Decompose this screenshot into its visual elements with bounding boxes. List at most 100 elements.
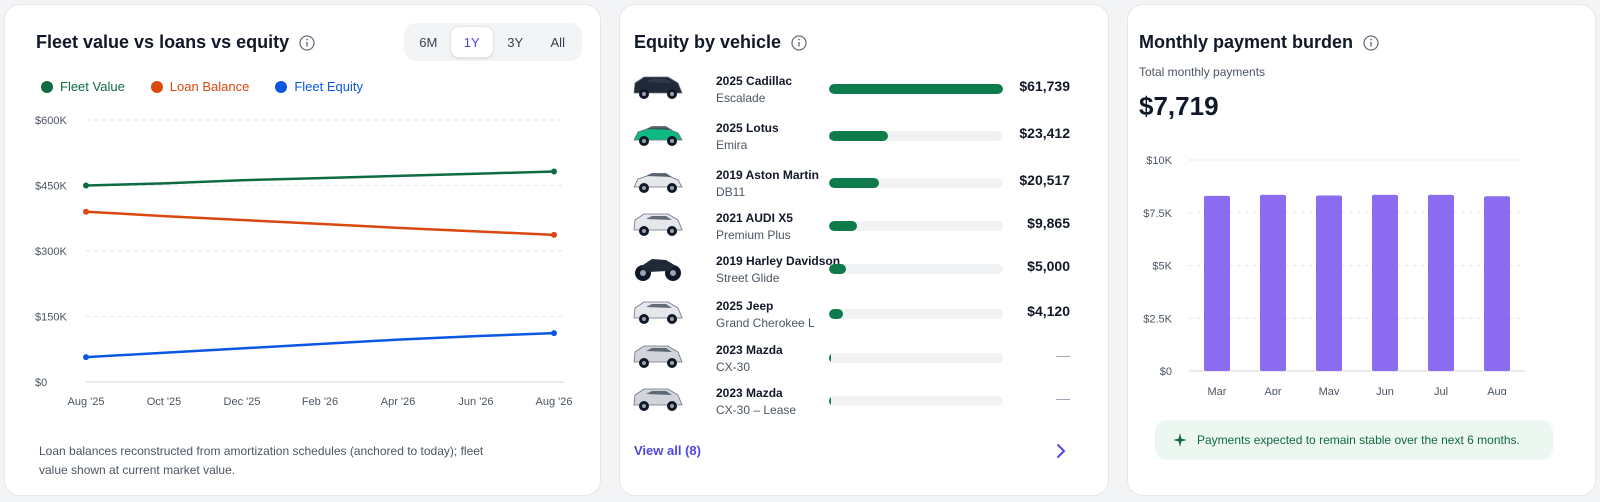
equity-bar-fill bbox=[829, 264, 847, 274]
legend-fleet-equity[interactable]: Fleet Equity bbox=[275, 79, 363, 94]
equity-value: $20,517 bbox=[1019, 172, 1070, 188]
payment-bar[interactable] bbox=[1316, 195, 1342, 371]
vehicle-trim: CX-30 bbox=[716, 360, 751, 374]
chevron-right-icon[interactable] bbox=[1054, 443, 1068, 459]
payment-bar[interactable] bbox=[1428, 194, 1454, 371]
chart-footnote: Loan balances reconstructed from amortiz… bbox=[39, 444, 484, 477]
equity-card-title: Equity by vehicle bbox=[634, 32, 782, 52]
equity-value: — bbox=[1056, 347, 1070, 363]
legend-dot-loan-balance bbox=[150, 80, 163, 93]
x-tick-label: Jul bbox=[1434, 386, 1448, 395]
info-icon[interactable] bbox=[1363, 34, 1379, 51]
payment-bar[interactable] bbox=[1484, 196, 1510, 371]
view-all-link[interactable]: View all (8) bbox=[634, 443, 701, 458]
equity-value: $5,000 bbox=[1027, 258, 1070, 274]
fleet-equity-point[interactable] bbox=[83, 354, 89, 361]
legend-dot-fleet-equity bbox=[275, 80, 288, 93]
range-all-button[interactable]: All bbox=[550, 34, 565, 50]
insight-banner: Payments expected to remain stable over … bbox=[1155, 420, 1553, 460]
vehicle-row[interactable]: 2021 AUDI X5 Premium Plus $9,865 bbox=[632, 208, 1082, 252]
loan-balance-point[interactable] bbox=[551, 231, 557, 238]
payment-bar[interactable] bbox=[1372, 194, 1398, 371]
vehicle-trim: Premium Plus bbox=[716, 228, 791, 242]
x-tick-label: Aug '26 bbox=[536, 396, 573, 408]
equity-bar-fill bbox=[829, 353, 831, 363]
vehicle-trim: Emira bbox=[716, 138, 748, 152]
equity-bar-track bbox=[829, 178, 1003, 188]
payment-card-title: Monthly payment burden bbox=[1139, 32, 1354, 52]
equity-value: $4,120 bbox=[1027, 303, 1070, 319]
equity-bar-track bbox=[829, 396, 1003, 406]
range-3y-button[interactable]: 3Y bbox=[507, 34, 524, 50]
vehicle-name: 2023 Mazda bbox=[716, 343, 783, 357]
crossover-silver-icon bbox=[633, 345, 683, 368]
equity-bar-track bbox=[829, 264, 1003, 274]
y-tick-label: $0 bbox=[35, 377, 47, 389]
vehicle-row[interactable]: 2019 Harley Davidson Street Glide $5,000 bbox=[632, 251, 1082, 295]
fleet-card-title-row: Fleet value vs loans vs equity bbox=[36, 32, 315, 53]
x-tick-label: Aug bbox=[1487, 386, 1507, 395]
fleet-card-title: Fleet value vs loans vs equity bbox=[36, 32, 290, 52]
y-tick-label: $150K bbox=[35, 312, 67, 324]
sportscar-green-icon bbox=[633, 126, 683, 146]
x-tick-label: May bbox=[1319, 386, 1340, 395]
vehicle-row[interactable]: 2019 Aston Martin DB11 $20,517 bbox=[632, 165, 1082, 209]
fleet-equity-line bbox=[85, 331, 555, 359]
fleet-equity-point[interactable] bbox=[551, 330, 557, 337]
fleet-value-line bbox=[85, 170, 555, 187]
suv-white-icon bbox=[633, 301, 683, 324]
vehicle-trim: DB11 bbox=[716, 185, 746, 199]
vehicle-name: 2023 Mazda bbox=[716, 386, 783, 400]
chart-legend: Fleet Value Loan Balance Fleet Equity bbox=[41, 79, 363, 94]
loan-balance-line bbox=[85, 210, 555, 237]
x-tick-label: Jun '26 bbox=[458, 396, 493, 408]
vehicle-row[interactable]: 2025 Jeep Grand Cherokee L $4,120 bbox=[632, 296, 1082, 340]
vehicle-trim: Escalade bbox=[716, 91, 766, 105]
vehicle-row[interactable]: 2025 Cadillac Escalade $61,739 bbox=[632, 71, 1082, 115]
payment-bar[interactable] bbox=[1260, 194, 1286, 371]
x-tick-label: Feb '26 bbox=[302, 396, 338, 408]
x-tick-label: Apr bbox=[1264, 386, 1281, 395]
x-tick-label: Jun bbox=[1376, 386, 1394, 395]
vehicle-row[interactable]: 2023 Mazda CX-30 – Lease — bbox=[632, 383, 1082, 427]
equity-bar-track bbox=[829, 84, 1003, 94]
vehicle-trim: Grand Cherokee L bbox=[716, 316, 815, 330]
vehicle-trim: CX-30 – Lease bbox=[716, 403, 797, 417]
crossover-silver-icon bbox=[633, 388, 683, 411]
range-1y-button[interactable]: 1Y bbox=[449, 26, 494, 58]
legend-label: Fleet Equity bbox=[294, 79, 363, 94]
equity-card-title-row: Equity by vehicle bbox=[634, 32, 807, 53]
vehicle-name: 2019 Harley Davidson bbox=[716, 254, 841, 268]
range-6m-button[interactable]: 6M bbox=[419, 34, 438, 50]
legend-dot-fleet-value bbox=[41, 80, 53, 93]
x-tick-label: Dec '25 bbox=[224, 396, 261, 408]
equity-bar-fill bbox=[829, 396, 831, 406]
legend-fleet-value[interactable]: Fleet Value bbox=[41, 79, 125, 94]
info-icon[interactable] bbox=[299, 34, 315, 51]
vehicle-row[interactable]: 2023 Mazda CX-30 — bbox=[632, 340, 1082, 384]
vehicle-name: 2021 AUDI X5 bbox=[716, 211, 793, 225]
y-tick-label: $2.5K bbox=[1143, 313, 1172, 325]
vehicle-name: 2025 Jeep bbox=[716, 299, 774, 313]
vehicle-name: 2019 Aston Martin bbox=[716, 168, 819, 182]
fleet-value-point[interactable] bbox=[551, 168, 557, 175]
sparkle-icon bbox=[1173, 433, 1187, 447]
legend-label: Fleet Value bbox=[60, 79, 125, 94]
equity-bar-fill bbox=[829, 178, 880, 188]
legend-loan-balance[interactable]: Loan Balance bbox=[150, 79, 249, 94]
vehicle-row[interactable]: 2025 Lotus Emira $23,412 bbox=[632, 118, 1082, 162]
equity-bar-fill bbox=[829, 221, 857, 231]
x-tick-label: Apr '26 bbox=[381, 396, 416, 408]
equity-bar-fill bbox=[829, 131, 889, 141]
suv-white-icon bbox=[633, 213, 683, 236]
equity-value: — bbox=[1056, 390, 1070, 406]
y-tick-label: $0 bbox=[1160, 366, 1172, 378]
y-tick-label: $600K bbox=[35, 115, 67, 127]
payment-bar[interactable] bbox=[1204, 195, 1230, 371]
equity-bar-track bbox=[829, 353, 1003, 363]
loan-balance-point[interactable] bbox=[83, 208, 89, 215]
vehicle-name: 2025 Lotus bbox=[716, 121, 779, 135]
fleet-value-card: Fleet value vs loans vs equity 6M 1Y 3Y … bbox=[4, 4, 601, 496]
fleet-value-point[interactable] bbox=[83, 182, 89, 189]
info-icon[interactable] bbox=[791, 34, 807, 51]
